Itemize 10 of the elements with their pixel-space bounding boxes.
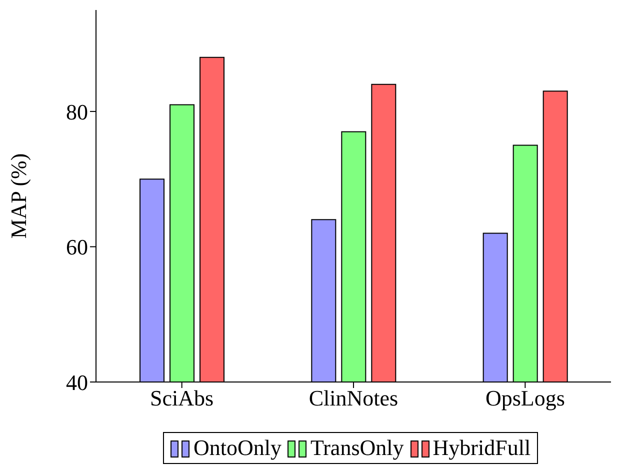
y-tick-label: 80 — [66, 99, 88, 124]
y-axis-title: MAP (%) — [6, 153, 31, 239]
x-tick-label: SciAbs — [150, 386, 214, 411]
legend-label: TransOnly — [310, 435, 404, 461]
legend-label: OntoOnly — [193, 435, 282, 461]
y-tick-label: 40 — [66, 370, 88, 395]
x-tick-label: OpsLogs — [485, 386, 565, 411]
y-tick-label: 60 — [66, 234, 88, 260]
x-tick-label: ClinNotes — [308, 386, 398, 411]
legend-label: HybridFull — [432, 435, 531, 461]
